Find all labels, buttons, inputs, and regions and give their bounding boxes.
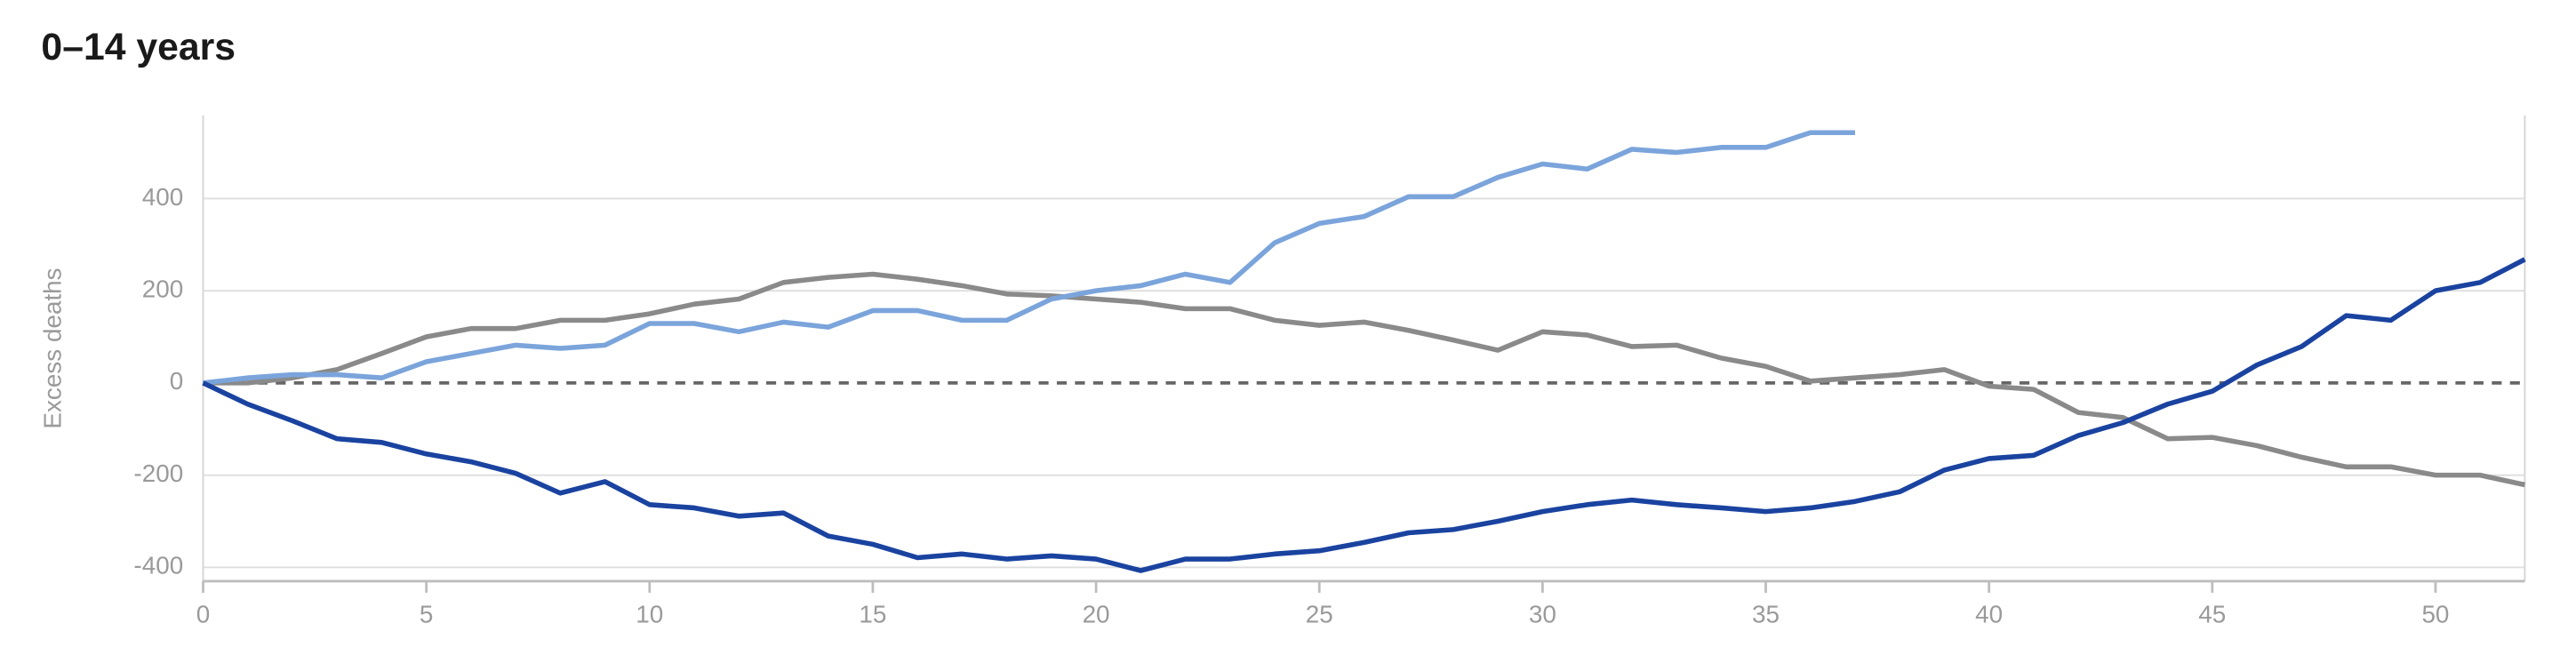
- y-axis-label: Excess deaths: [39, 268, 67, 428]
- x-tick-label: 30: [1529, 600, 1556, 627]
- x-tick-label: 5: [420, 600, 433, 627]
- x-tick-label: 40: [1975, 600, 2003, 627]
- series-line: [203, 271, 2526, 488]
- series-line: [202, 257, 2526, 573]
- x-tick-label: 10: [636, 600, 663, 627]
- x-tick-label: 25: [1306, 600, 1333, 627]
- x-tick-label: 45: [2198, 600, 2226, 627]
- y-tick-label: -200: [133, 459, 183, 487]
- y-tick-label: 0: [170, 367, 183, 395]
- x-tick-label: 50: [2421, 600, 2449, 627]
- chart-title: 0–14 years: [41, 26, 236, 68]
- y-tick-label: 400: [142, 183, 183, 211]
- series-line: [203, 130, 1855, 386]
- y-tick-label: 200: [142, 276, 183, 303]
- x-tick-label: 20: [1083, 600, 1110, 627]
- x-tick-label: 0: [196, 600, 210, 627]
- x-tick-label: 15: [859, 600, 886, 627]
- x-tick-label: 35: [1752, 600, 1780, 627]
- y-tick-label: -400: [133, 552, 183, 579]
